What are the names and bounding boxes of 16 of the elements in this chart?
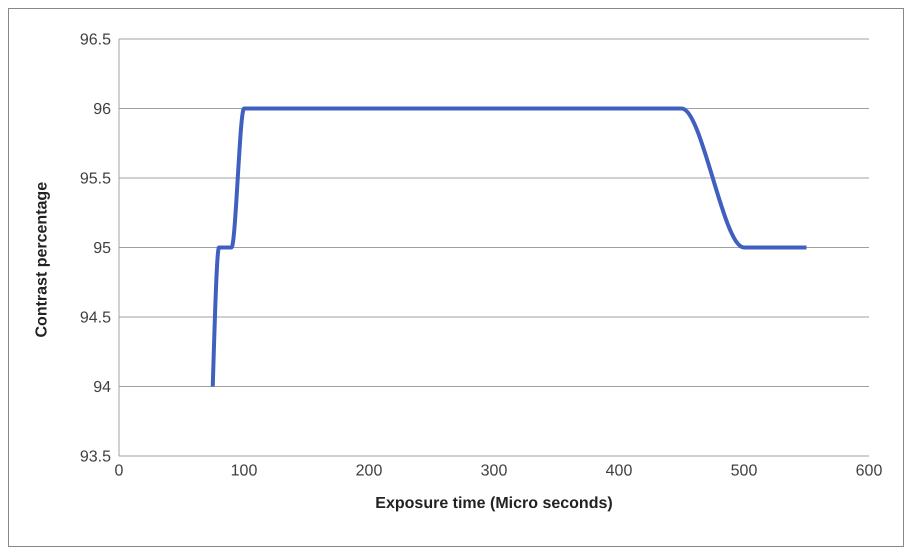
y-tick-label: 94 xyxy=(93,379,112,396)
x-axis-title: Exposure time (Micro seconds) xyxy=(375,495,613,512)
x-tick-label: 0 xyxy=(114,462,124,480)
y-tick-label: 96 xyxy=(93,101,112,118)
x-tick-label: 200 xyxy=(356,462,382,480)
x-tick-label: 600 xyxy=(856,462,882,480)
y-tick-label: 95.5 xyxy=(80,170,112,188)
x-tick-label: 400 xyxy=(606,462,632,480)
y-tick-label: 95 xyxy=(93,240,112,258)
y-axis-title: Contrast percentage xyxy=(34,182,51,338)
x-tick-label: 100 xyxy=(230,462,258,480)
y-tick-label: 94.5 xyxy=(80,310,112,327)
x-tick-label: 500 xyxy=(730,462,758,480)
y-tick-label: 93.5 xyxy=(80,448,112,466)
x-tick-label: 300 xyxy=(480,462,508,480)
y-tick-label: 96.5 xyxy=(80,32,112,49)
